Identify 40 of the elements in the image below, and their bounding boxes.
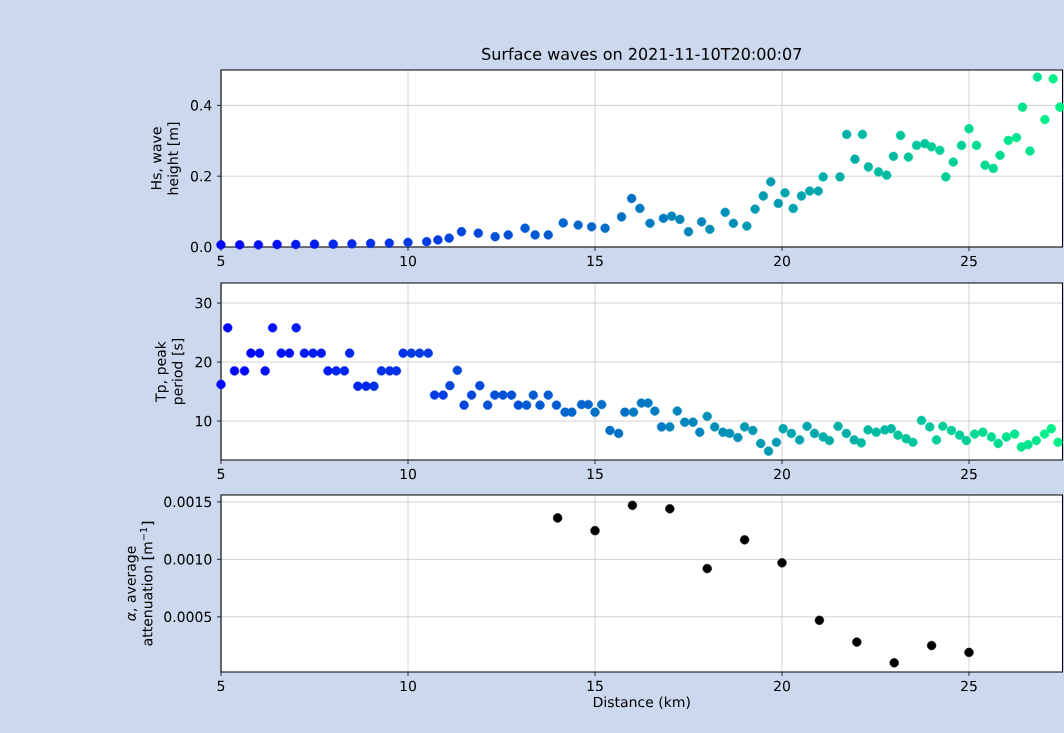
x-tick-label: 20	[774, 680, 790, 692]
x-tick-label: 10	[400, 468, 416, 480]
point	[777, 558, 787, 568]
x-tick-label: 10	[400, 255, 416, 267]
y-tick-label: 0.0015	[164, 496, 212, 508]
x-tick-label: 25	[961, 468, 977, 480]
y-axis-title: Tp, peak period [s]	[155, 338, 186, 404]
chart-title: Surface waves on 2021-11-10T20:00:07	[482, 47, 801, 60]
x-axis-title: Distance (km)	[593, 696, 690, 709]
x-tick-label: 25	[961, 680, 977, 692]
point	[814, 615, 825, 625]
y-tick-label: 20	[195, 356, 212, 368]
x-tick-label: 5	[217, 255, 225, 267]
point	[889, 658, 899, 668]
point	[964, 647, 974, 658]
y-tick-label: 0.0010	[164, 554, 212, 565]
y-tick-label: 0.2	[190, 170, 211, 182]
y-axis-title: Hs, wave height [m]	[151, 122, 181, 195]
y-tick-label: 30	[195, 297, 212, 309]
y-tick-label: 10	[196, 415, 212, 427]
x-tick-label: 20	[774, 255, 790, 267]
x-tick-label: 15	[587, 680, 603, 692]
point	[665, 504, 675, 514]
x-tick-label: 25	[961, 255, 977, 267]
point	[702, 563, 712, 574]
x-tick-label: 5	[217, 468, 225, 480]
point	[926, 640, 937, 651]
x-tick-label: 10	[400, 680, 416, 692]
y-tick-label: 0.0	[190, 241, 212, 253]
point	[739, 535, 750, 545]
x-tick-label: 20	[774, 468, 790, 480]
y-tick-label: 0.0005	[164, 611, 212, 623]
x-tick-label: 15	[587, 255, 603, 267]
y-tick-label: 0.4	[190, 100, 212, 111]
x-tick-label: 15	[587, 468, 603, 480]
point	[552, 513, 563, 523]
point	[590, 525, 600, 536]
point	[627, 500, 638, 511]
x-tick-label: 5	[217, 680, 225, 692]
point	[852, 637, 862, 647]
